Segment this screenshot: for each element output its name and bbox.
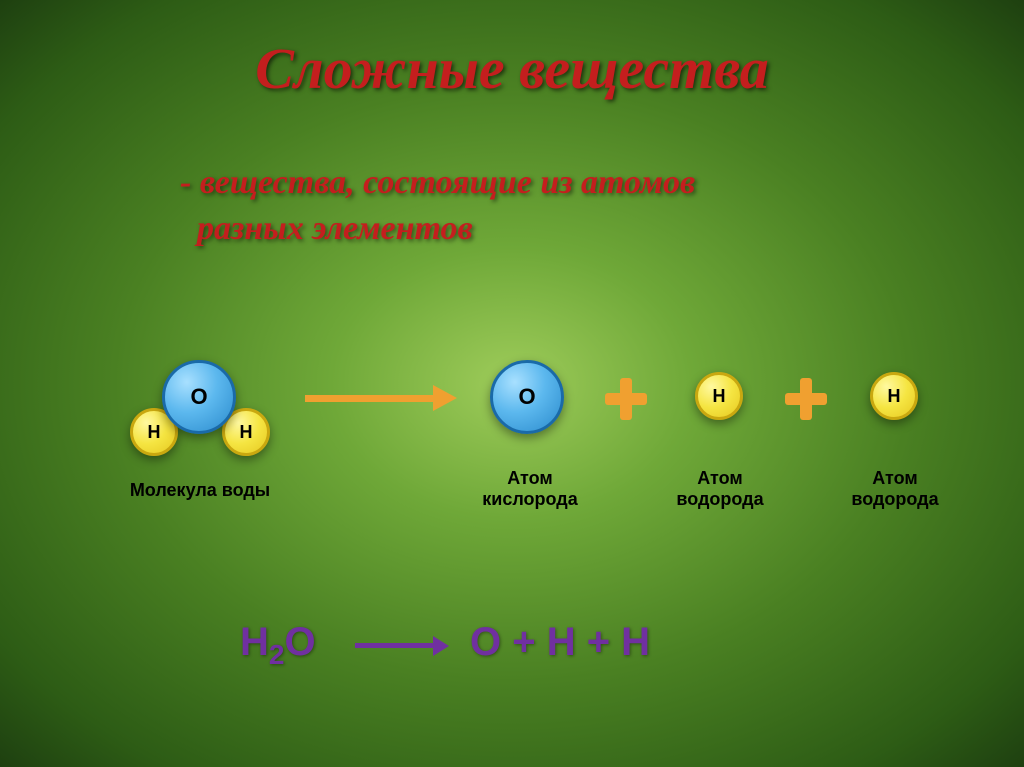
- page-title: Сложные вещества: [0, 35, 1024, 102]
- oxygen-atom: О: [490, 360, 564, 434]
- formula-right: O + H + H: [470, 620, 650, 665]
- formula-sub: 2: [269, 639, 285, 670]
- subtitle-line1: - вещества, состоящие из атомов: [180, 164, 695, 201]
- water-molecule-label: Молекула воды: [120, 480, 280, 501]
- hydrogen-atom-1-label: Атом водорода: [660, 468, 780, 510]
- water-o-atom: О: [162, 360, 236, 434]
- subtitle-line2: разных элементов: [197, 210, 473, 247]
- formula-o: O: [284, 620, 315, 664]
- formula-arrow: [355, 643, 435, 648]
- formula-h: H: [240, 620, 269, 664]
- hydrogen-atom-2: Н: [870, 372, 918, 420]
- hydrogen-atom-2-label: Атом водорода: [835, 468, 955, 510]
- hydrogen-atom-1: Н: [695, 372, 743, 420]
- decompose-arrow: [305, 395, 435, 402]
- plus-icon-2: [785, 378, 827, 420]
- subtitle: - вещества, состоящие из атомов разных э…: [180, 160, 695, 252]
- plus-icon-1: [605, 378, 647, 420]
- formula-left: H2O: [240, 620, 316, 671]
- oxygen-atom-label: Атом кислорода: [475, 468, 585, 510]
